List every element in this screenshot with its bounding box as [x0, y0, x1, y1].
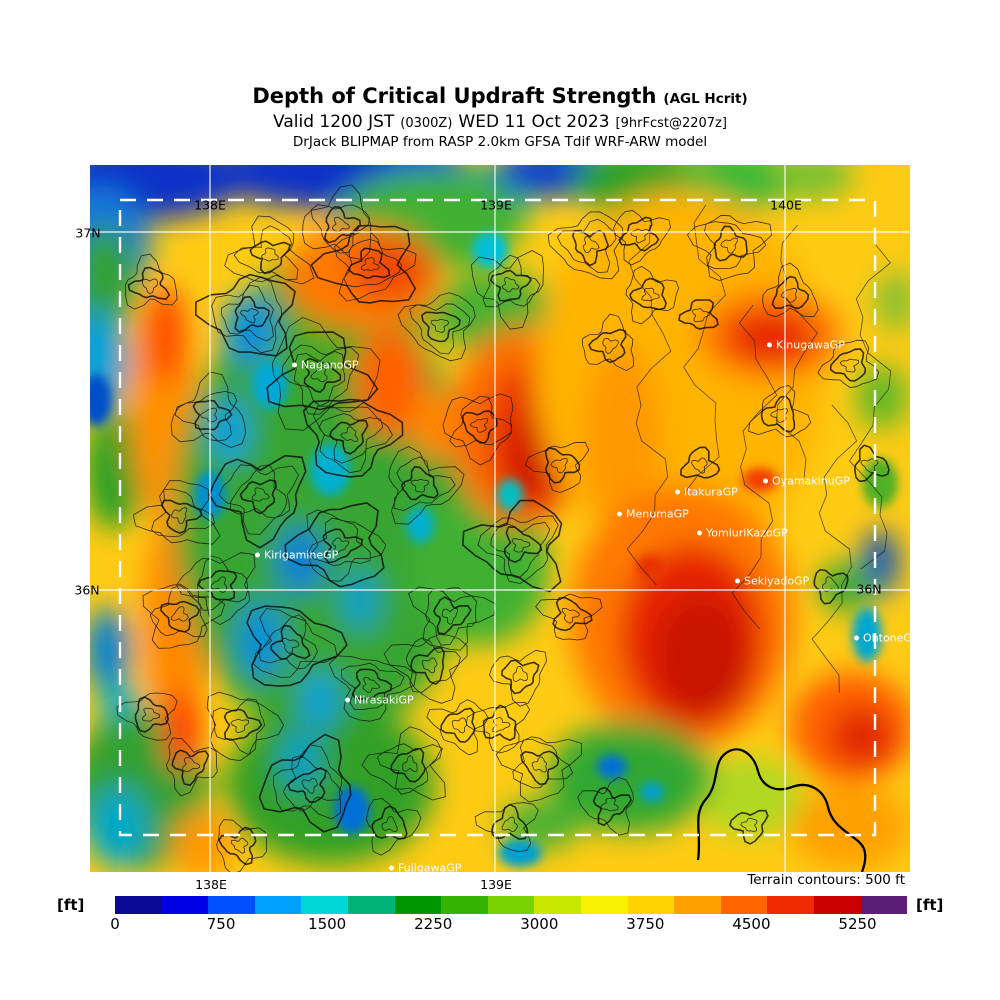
title-main: Depth of Critical Updraft Strength — [252, 84, 657, 108]
site-label: MenumaGP — [626, 507, 689, 521]
coastline — [696, 748, 867, 872]
site-marker-kinugawagp: KinugawaGP — [767, 339, 845, 352]
colorbar-tick-3750: 3750 — [626, 915, 665, 933]
grid-label-lat-36n-left: 36N — [74, 582, 100, 598]
colorbar-segment — [441, 896, 488, 914]
colorbar-segment — [301, 896, 348, 914]
forecast-age: [9hrFcst@2207z] — [615, 116, 727, 131]
site-marker-fujigawagp: FujigawaGP — [389, 861, 462, 873]
updraft-field-detail — [90, 232, 898, 867]
model-line: DrJack BLIPMAP from RASP 2.0km GFSA Tdif… — [292, 134, 708, 150]
site-marker-menumagp: MenumaGP — [617, 508, 689, 521]
colorbar-tick-0: 0 — [110, 915, 120, 933]
colorbar-tick-labels: 0 750 1500 2250 3000 3750 4500 5250 — [110, 915, 907, 935]
site-label: FujigawaGP — [398, 861, 462, 873]
site-dot — [697, 530, 702, 536]
valid-prefix: Valid 1200 JST — [273, 112, 395, 132]
colorbar-segment — [254, 896, 302, 914]
domain-boundary-dashed — [118, 198, 877, 837]
colorbar-segment — [674, 896, 721, 914]
colorbar-segment — [161, 896, 209, 914]
colorbar-segment — [487, 896, 535, 914]
site-marker-kirigaminegp: KirigamineGP — [255, 549, 338, 562]
colorbar-segment — [860, 896, 908, 914]
site-dot — [767, 342, 772, 348]
site-dot — [763, 478, 768, 484]
site-marker-nirasakigp: NirasakiGP — [345, 694, 414, 707]
site-label: OyamakinuGP — [772, 474, 850, 488]
grid-label-lon-138e-top: 138E — [194, 197, 226, 213]
site-dot — [735, 578, 740, 584]
colorbar-tick-2250: 2250 — [414, 915, 453, 933]
site-marker-oyamakinugp: OyamakinuGP — [763, 475, 850, 488]
site-marker-sekiyadogp: SekiyadoGP — [735, 575, 809, 588]
site-dot — [854, 635, 859, 641]
site-dot — [292, 362, 297, 368]
page-title: Depth of Critical Updraft Strength (AGL H… — [0, 84, 1000, 108]
colorbar-tick-750: 750 — [206, 915, 236, 933]
site-marker-naganogp: NaganoGP — [292, 359, 359, 372]
colorbar-tick-4500: 4500 — [732, 915, 771, 933]
colorbar-segment — [534, 896, 581, 914]
grid-label-lat-37n-left: 37N — [75, 225, 101, 241]
site-label: YomiuriKazoGP — [706, 526, 788, 540]
colorbar-segment — [767, 896, 814, 914]
colorbar-unit-left: [ft] — [57, 896, 85, 914]
title-note: (AGL Hcrit) — [663, 91, 748, 107]
terrain-contours — [116, 184, 880, 872]
grid-label-lon-140e-top: 140E — [770, 197, 802, 213]
grid-label-lon-139e-bottom: 139E — [480, 877, 512, 892]
site-marker-ohtonegp: OhtoneGP — [854, 632, 910, 645]
colorbar-tick-3000: 3000 — [520, 915, 559, 933]
colorbar-segment — [115, 896, 162, 914]
terrain-contour-note: Terrain contours: 500 ft — [747, 872, 905, 888]
colorbar-segment — [627, 896, 675, 914]
site-label: OhtoneGP — [863, 631, 910, 645]
colorbar-segment — [208, 896, 255, 914]
colorbar-segment — [347, 896, 395, 914]
grid-label-lon-139e-top: 139E — [480, 197, 512, 213]
forecast-map: NaganoGP KinugawaGP OyamakinuGP ItakuraGP Me… — [90, 165, 910, 872]
lat-lon-grid-lines — [90, 165, 910, 872]
valid-time-line: Valid 1200 JST (0300Z) WED 11 Oct 2023 [9hr… — [0, 112, 1000, 132]
colorbar-segment — [813, 896, 861, 914]
site-dot — [255, 552, 260, 558]
grid-label-lat-36n-right: 36N — [856, 581, 882, 597]
site-label: KirigamineGP — [264, 548, 339, 562]
site-marker-yomiurikazogp: YomiuriKazoGP — [697, 527, 788, 540]
forecast-map-canvas — [90, 165, 910, 872]
site-dot — [675, 489, 680, 495]
terrain-contours-plains — [626, 204, 892, 694]
site-label: NirasakiGP — [354, 693, 414, 707]
site-dot — [389, 865, 394, 871]
colorbar-segment — [394, 896, 442, 914]
colorbar-segment — [580, 896, 628, 914]
site-label: SekiyadoGP — [744, 574, 810, 588]
site-dot — [345, 697, 350, 703]
valid-zulu: (0300Z) — [400, 116, 453, 131]
site-label: NaganoGP — [301, 358, 359, 372]
colorbar-tick-1500: 1500 — [308, 915, 347, 933]
site-dot — [617, 511, 622, 517]
site-marker-itakuragp: ItakuraGP — [675, 486, 738, 499]
colorbar — [115, 896, 908, 914]
site-label: KinugawaGP — [776, 338, 845, 352]
colorbar-unit-right: [ft] — [916, 896, 944, 914]
colorbar-tick-5250: 5250 — [838, 915, 877, 933]
site-label: ItakuraGP — [684, 485, 738, 499]
colorbar-segment — [720, 896, 768, 914]
valid-date: WED 11 Oct 2023 — [458, 112, 610, 132]
grid-label-lon-138e-bottom: 138E — [195, 877, 227, 892]
